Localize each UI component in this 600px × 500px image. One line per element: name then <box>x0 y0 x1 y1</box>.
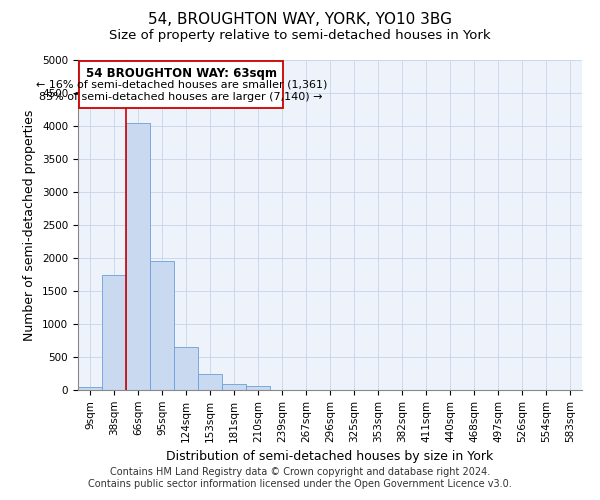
Text: Size of property relative to semi-detached houses in York: Size of property relative to semi-detach… <box>109 29 491 42</box>
Text: 83% of semi-detached houses are larger (7,140) →: 83% of semi-detached houses are larger (… <box>40 92 323 102</box>
Bar <box>222 384 246 390</box>
Bar <box>78 386 102 390</box>
X-axis label: Distribution of semi-detached houses by size in York: Distribution of semi-detached houses by … <box>166 450 494 463</box>
Bar <box>102 274 126 390</box>
Text: Contains HM Land Registry data © Crown copyright and database right 2024.
Contai: Contains HM Land Registry data © Crown c… <box>88 468 512 489</box>
Bar <box>246 386 270 390</box>
Text: 54, BROUGHTON WAY, YORK, YO10 3BG: 54, BROUGHTON WAY, YORK, YO10 3BG <box>148 12 452 28</box>
Bar <box>126 122 150 390</box>
FancyBboxPatch shape <box>79 62 283 108</box>
Bar <box>174 347 198 390</box>
Text: ← 16% of semi-detached houses are smaller (1,361): ← 16% of semi-detached houses are smalle… <box>35 80 327 90</box>
Text: 54 BROUGHTON WAY: 63sqm: 54 BROUGHTON WAY: 63sqm <box>86 66 277 80</box>
Y-axis label: Number of semi-detached properties: Number of semi-detached properties <box>23 110 37 340</box>
Bar <box>198 374 222 390</box>
Bar <box>150 262 174 390</box>
